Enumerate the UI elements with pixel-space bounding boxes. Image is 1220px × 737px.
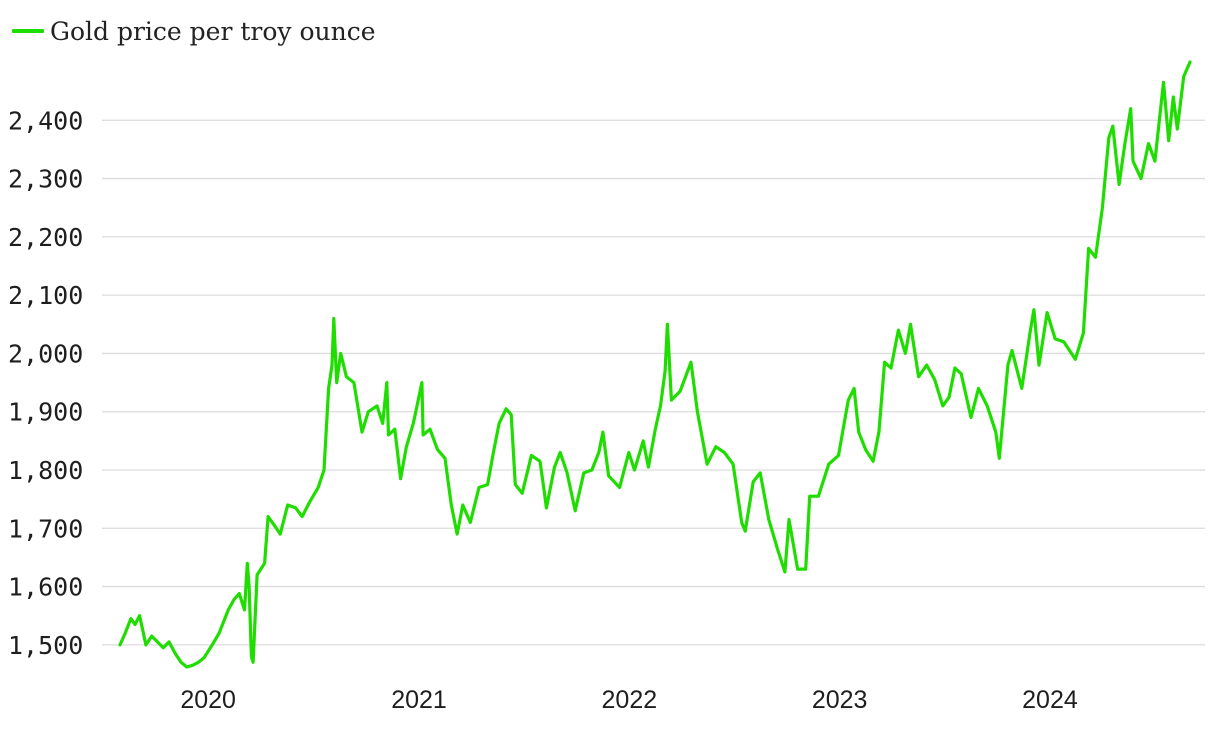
legend-swatch [12,29,44,33]
series-line-gold-price [118,60,1192,669]
y-tick-label: 2,000 [8,339,83,368]
y-tick-label: 1,900 [8,398,83,427]
y-tick-label: 2,100 [8,281,83,310]
y-tick-label: 1,600 [8,573,83,602]
legend: Gold price per troy ounce [12,14,376,48]
x-tick-label: 2022 [602,686,658,714]
y-tick-label: 1,500 [8,631,83,660]
x-tick-label: 2024 [1022,686,1078,714]
x-tick-label: 2023 [812,686,868,714]
y-tick-label: 2,300 [8,165,83,194]
y-tick-label: 2,400 [8,106,83,135]
x-tick-label: 2020 [180,686,236,714]
x-tick-label: 2021 [391,686,447,714]
legend-label: Gold price per troy ounce [50,16,376,46]
y-tick-label: 1,700 [8,514,83,543]
y-tick-label: 2,200 [8,223,83,252]
y-tick-label: 1,800 [8,456,83,485]
